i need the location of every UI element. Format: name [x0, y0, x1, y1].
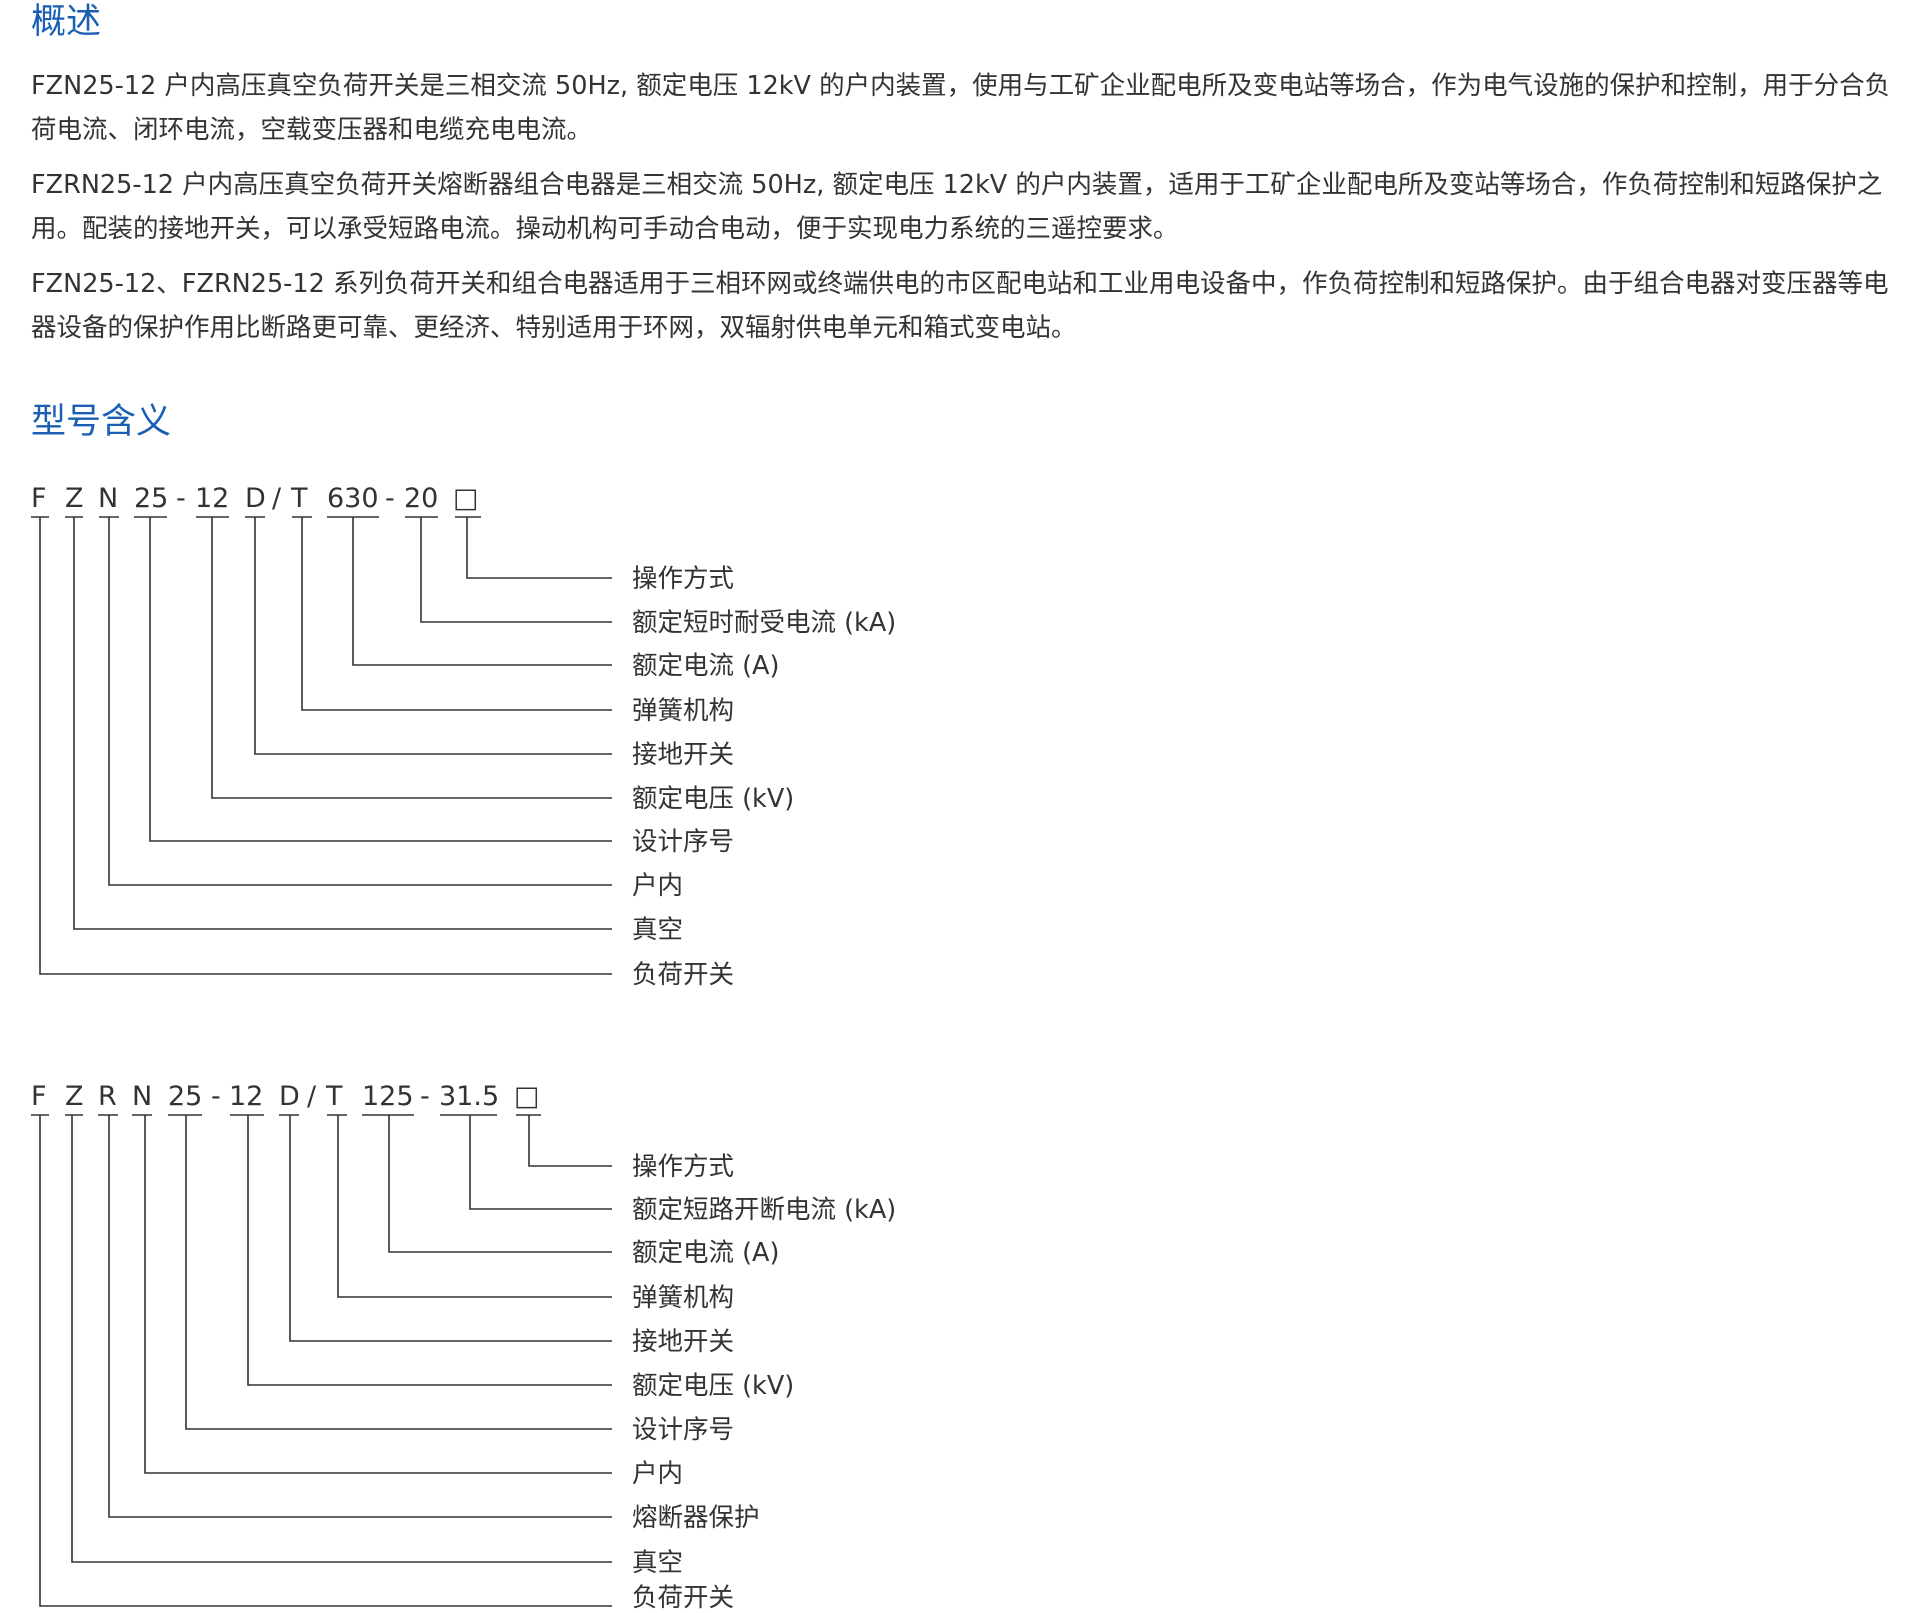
code-part: 25: [134, 483, 168, 514]
leader-line: [420, 517, 612, 623]
code-label: 熔断器保护: [632, 1503, 760, 1533]
code-label: 负荷开关: [632, 960, 734, 990]
model-meaning-heading: 型号含义: [31, 402, 172, 442]
leader-line: [337, 1115, 612, 1298]
leader-line: [211, 517, 612, 799]
code-part: N: [98, 483, 118, 514]
leader-line: [144, 1115, 612, 1474]
leader-line: [73, 517, 612, 930]
leader-line: [108, 1115, 612, 1518]
leader-line: [352, 517, 612, 666]
leader-line: [149, 517, 612, 842]
leader-line: [254, 517, 612, 755]
code-part: □: [514, 1081, 540, 1112]
code-label: 操作方式: [632, 564, 734, 594]
code-label: 真空: [632, 915, 683, 945]
code-part: -: [211, 1081, 221, 1112]
leader-line: [247, 1115, 612, 1386]
leader-line: [185, 1115, 612, 1430]
code-label: 户内: [632, 1459, 683, 1489]
code-part: Z: [65, 1081, 84, 1112]
code-label: 负荷开关: [632, 1583, 734, 1613]
overview-heading: 概述: [31, 2, 102, 42]
leader-line: [108, 517, 612, 886]
leader-line: [289, 1115, 612, 1342]
code-part: N: [132, 1081, 152, 1112]
code-label: 操作方式: [632, 1152, 734, 1182]
code-label: 接地开关: [632, 740, 734, 770]
code-label: 额定电压 (kV): [632, 1371, 794, 1401]
code-part: -: [420, 1081, 430, 1112]
leader-line: [301, 517, 612, 711]
code-part: 31.5: [439, 1081, 499, 1112]
leader-line: [39, 1115, 612, 1607]
code-label: 弹簧机构: [632, 1283, 734, 1313]
leader-line: [388, 1115, 612, 1253]
leader-line: [469, 1115, 612, 1210]
code-label: 设计序号: [632, 827, 734, 857]
code-part: -: [176, 483, 186, 514]
leader-line: [71, 1115, 612, 1563]
code-part: D: [279, 1081, 300, 1112]
code-part: 20: [404, 483, 438, 514]
code-label: 额定电流 (A): [632, 1238, 779, 1268]
code-part: 125: [362, 1081, 414, 1112]
code-label: 弹簧机构: [632, 696, 734, 726]
code-label: 额定短路开断电流 (kA): [632, 1195, 896, 1225]
code-label: 额定短时耐受电流 (kA): [632, 608, 896, 638]
code-part: 12: [195, 483, 229, 514]
code-part: D: [245, 483, 266, 514]
code-label: 额定电流 (A): [632, 651, 779, 681]
code-part: /: [307, 1081, 317, 1112]
code-label: 户内: [632, 871, 683, 901]
leader-line: [528, 1115, 612, 1167]
code-part: 12: [229, 1081, 263, 1112]
code-part: 25: [168, 1081, 202, 1112]
code-part: F: [31, 1081, 47, 1112]
leader-line: [466, 517, 612, 579]
code-part: F: [31, 483, 47, 514]
code-part: T: [290, 483, 308, 514]
code-part: Z: [65, 483, 84, 514]
code-part: /: [272, 483, 282, 514]
code-part: 630: [327, 483, 379, 514]
model-code-diagram-fzn: F Z N 25 - 12 D / T 630 - 20 □: [31, 483, 896, 990]
overview-paragraph: FZN25-12、FZRN25-12 系列负荷开关和组合电器适用于三相环网或终端…: [31, 269, 1889, 343]
code-part: T: [325, 1081, 343, 1112]
code-label: 设计序号: [632, 1415, 734, 1445]
code-part: R: [98, 1081, 117, 1112]
code-part: □: [453, 483, 479, 514]
overview-paragraph: FZRN25-12 户内高压真空负荷开关熔断器组合电器是三相交流 50Hz, 额…: [31, 170, 1883, 244]
model-code-diagram-fzrn: F Z R N 25 - 12 D / T 125 - 31.5 □: [31, 1081, 896, 1613]
overview-paragraph: FZN25-12 户内高压真空负荷开关是三相交流 50Hz, 额定电压 12kV…: [31, 71, 1891, 145]
code-label: 额定电压 (kV): [632, 784, 794, 814]
leader-line: [39, 517, 612, 975]
code-label: 接地开关: [632, 1327, 734, 1357]
code-label: 真空: [632, 1548, 683, 1578]
code-part: -: [385, 483, 395, 514]
